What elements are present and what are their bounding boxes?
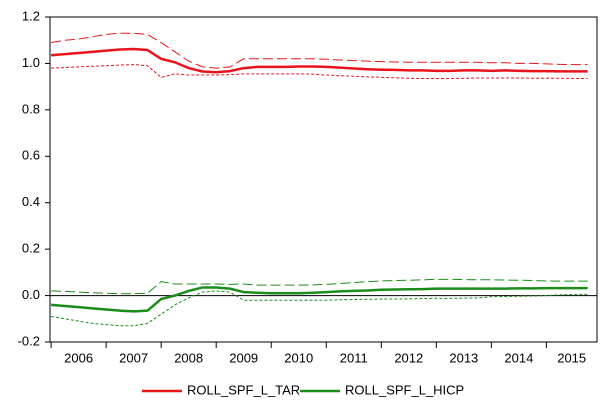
series-line: [51, 278, 588, 295]
legend-label: ROLL_SPF_L_TAR: [187, 382, 300, 397]
y-tick-label: 0.4: [22, 194, 40, 209]
series-line: [51, 32, 588, 69]
series-line: [51, 64, 588, 80]
x-tick-label: 2010: [284, 350, 313, 365]
y-tick-label: 0.6: [22, 148, 40, 163]
x-tick-label: 2009: [229, 350, 258, 365]
legend-label: ROLL_SPF_L_HICP: [345, 382, 464, 397]
y-tick-label: -0.2: [18, 333, 40, 348]
series-line: [50, 47, 588, 74]
x-tick-label: 2007: [119, 350, 148, 365]
x-tick-label: 2006: [64, 350, 93, 365]
x-tick-label: 2014: [504, 350, 533, 365]
y-tick-label: 0.2: [22, 241, 40, 256]
series-line: [51, 290, 588, 327]
y-tick-label: 0.8: [22, 101, 40, 116]
plot-frame: [49, 16, 598, 343]
x-tick-label: 2015: [557, 350, 586, 365]
x-tick-label: 2011: [340, 350, 368, 365]
y-tick-label: 0.0: [22, 287, 40, 302]
x-tick-label: 2013: [449, 350, 478, 365]
y-tick-label: 1.0: [22, 55, 40, 70]
series-line: [50, 286, 588, 313]
x-tick-label: 2008: [174, 350, 203, 365]
x-tick-label: 2012: [394, 350, 423, 365]
y-tick-label: 1.2: [22, 8, 40, 23]
